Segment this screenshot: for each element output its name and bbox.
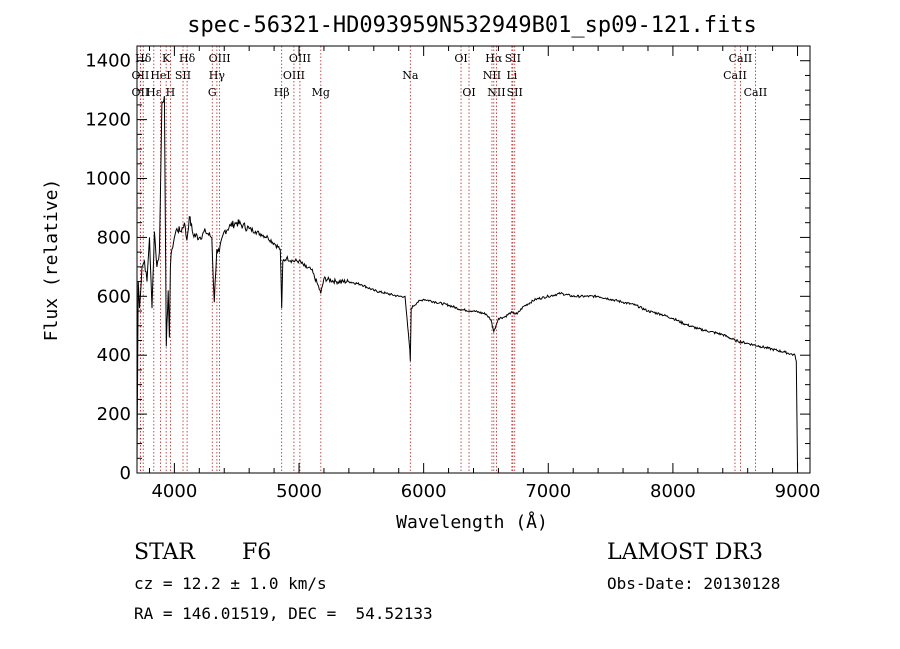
x-tick-label: 5000 <box>276 481 322 502</box>
marker-label: SII <box>175 69 191 82</box>
y-tick-label: 200 <box>97 404 131 425</box>
marker-label: SII <box>505 52 521 65</box>
redshift-cz: cz = 12.2 ± 1.0 km/s <box>134 574 327 593</box>
marker-label: NII <box>483 69 501 82</box>
plot-frame <box>136 45 811 474</box>
marker-label: OII <box>132 86 150 99</box>
y-axis-label: Flux (relative) <box>41 179 62 342</box>
marker-label: Mg <box>312 86 330 99</box>
marker-label: Hβ <box>274 86 290 99</box>
marker-label: Hγ <box>209 69 226 82</box>
object-class: STAR <box>134 540 195 565</box>
marker-label: OI <box>462 86 475 99</box>
spectrum-line <box>136 96 798 468</box>
y-tick-label: 1200 <box>85 110 131 131</box>
x-axis-label: Wavelength (Å) <box>396 511 548 533</box>
marker-label: Hδ <box>135 52 152 65</box>
axes: 4000 5000 6000 7000 8000 9000 0 200 400 600 800 100… <box>85 45 821 502</box>
x-tick-label: 9000 <box>775 481 821 502</box>
marker-label: H <box>166 86 176 99</box>
marker-label: SII <box>507 86 523 99</box>
marker-label: OIII <box>209 52 231 65</box>
x-tick-label: 6000 <box>401 481 447 502</box>
marker-label: OIII <box>289 52 311 65</box>
x-tick-label: 4000 <box>151 481 197 502</box>
marker-label: Hα <box>485 52 503 65</box>
marker-label: Hε <box>146 86 162 99</box>
plot-area <box>136 96 798 468</box>
marker-label: OIII <box>283 69 305 82</box>
marker-label: K <box>162 52 171 65</box>
marker-label: HeI <box>150 69 170 82</box>
marker-label: Na <box>402 69 419 82</box>
marker-label: Li <box>506 69 517 82</box>
marker-label: CaII <box>744 86 768 99</box>
x-tick-label: 8000 <box>650 481 696 502</box>
y-tick-label: 800 <box>97 227 131 248</box>
coordinates: RA = 146.01519, DEC = 54.52133 <box>134 604 433 623</box>
y-tick-label: 400 <box>97 345 131 366</box>
marker-label: CaII <box>729 52 753 65</box>
marker-label: Hδ <box>179 52 196 65</box>
y-tick-label: 1400 <box>85 51 131 72</box>
marker-label: G <box>208 86 217 99</box>
marker-label: OI <box>454 52 467 65</box>
observation-date: Obs-Date: 20130128 <box>607 574 781 593</box>
marker-label: NII <box>487 86 505 99</box>
marker-label: CaII <box>723 69 747 82</box>
object-subclass: F6 <box>242 540 272 565</box>
y-tick-label: 1000 <box>85 169 131 190</box>
y-tick-label: 600 <box>97 286 131 307</box>
y-tick-label: 0 <box>120 463 131 484</box>
chart-title: spec-56321-HD093959N532949B01_sp09-121.f… <box>187 13 757 38</box>
x-tick-label: 7000 <box>525 481 571 502</box>
survey-name: LAMOST DR3 <box>607 540 763 565</box>
